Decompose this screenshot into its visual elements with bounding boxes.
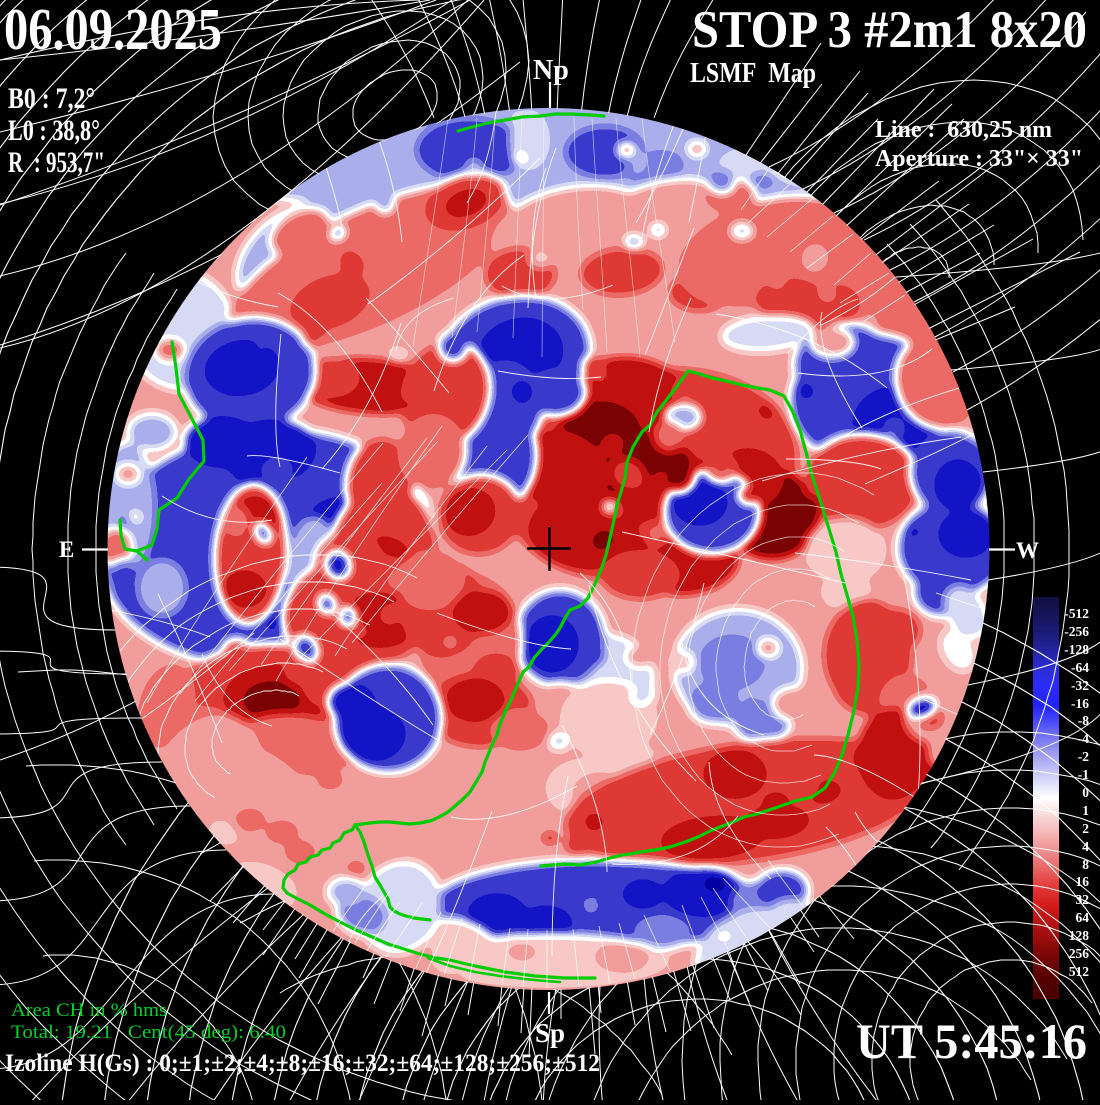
svg-text:Total: 19.21 Cent(45 deg): 6: Total: 19.21 Cent(45 deg): 6.40: [11, 1022, 286, 1043]
svg-text:L0 : 38,8°: L0 : 38,8°: [8, 114, 100, 147]
svg-text:R : 953,7": R : 953,7": [8, 146, 105, 179]
svg-text:-32: -32: [1071, 678, 1089, 693]
svg-text:256: 256: [1069, 946, 1090, 961]
svg-text:-4: -4: [1078, 731, 1089, 746]
svg-text:-2: -2: [1078, 749, 1089, 764]
svg-text:B0 : 7,2°: B0 : 7,2°: [8, 82, 95, 115]
svg-text:64: 64: [1076, 910, 1090, 925]
svg-text:4: 4: [1082, 839, 1089, 854]
svg-text:W: W: [1016, 538, 1039, 563]
svg-text:128: 128: [1069, 928, 1090, 943]
svg-text:0: 0: [1082, 785, 1089, 800]
svg-text:06.09.2025: 06.09.2025: [4, 0, 222, 62]
svg-text:STOP 3 #2m1 8x20: STOP 3 #2m1 8x20: [692, 1, 1087, 59]
svg-text:2: 2: [1082, 821, 1089, 836]
svg-text:512: 512: [1069, 964, 1090, 979]
svg-text:UT 5:45:16: UT 5:45:16: [856, 1013, 1087, 1069]
svg-text:Np: Np: [533, 55, 569, 86]
svg-text:LSMF Map: LSMF Map: [690, 57, 816, 89]
svg-text:Izoline H(Gs) : 0;±1;±2;±4;±8;: Izoline H(Gs) : 0;±1;±2;±4;±8;±16;±32;±6…: [5, 1050, 600, 1077]
svg-text:Area CH in % hms: Area CH in % hms: [11, 1000, 167, 1021]
svg-text:1: 1: [1082, 803, 1089, 818]
svg-text:Line : 630,25 nm: Line : 630,25 nm: [875, 117, 1052, 143]
svg-text:-512: -512: [1064, 606, 1089, 621]
svg-text:32: 32: [1076, 892, 1090, 907]
svg-text:-1: -1: [1078, 767, 1089, 782]
svg-text:8: 8: [1082, 857, 1089, 872]
svg-text:-8: -8: [1078, 713, 1089, 728]
svg-text:-64: -64: [1071, 660, 1089, 675]
svg-text:Sp: Sp: [535, 1018, 565, 1048]
svg-text:-128: -128: [1064, 642, 1089, 657]
svg-text:Aperture : 33"× 33": Aperture : 33"× 33": [875, 146, 1083, 172]
svg-text:E: E: [59, 537, 74, 562]
svg-text:16: 16: [1076, 874, 1090, 889]
svg-text:-256: -256: [1064, 624, 1089, 639]
svg-text:-16: -16: [1071, 696, 1089, 711]
